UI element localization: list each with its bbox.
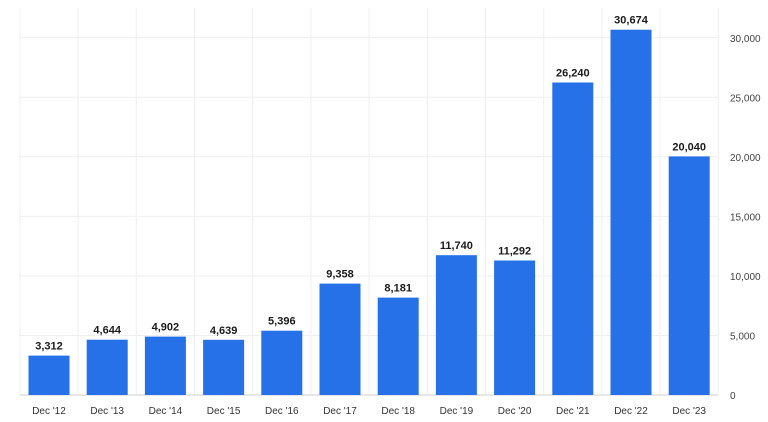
bar [261, 330, 303, 395]
bar-value-label: 26,240 [556, 68, 590, 80]
y-tick-label: 15,000 [730, 212, 761, 223]
x-axis-ticks: Dec '12 Dec '13 Dec '14 Dec '15 Dec '16 Dec '… [32, 406, 706, 417]
bar [435, 255, 477, 395]
y-tick-label: 20,000 [730, 153, 761, 164]
x-tick-label: Dec '15 [207, 406, 241, 417]
x-tick-label: Dec '17 [323, 406, 357, 417]
x-tick-label: Dec '13 [90, 406, 124, 417]
bar-value-label: 4,639 [210, 325, 238, 337]
bar-value-label: 11,292 [498, 246, 531, 258]
x-tick-label: Dec '22 [614, 406, 648, 417]
x-tick-label: Dec '16 [265, 406, 299, 417]
grid-lines [19, 8, 719, 396]
y-tick-label: 10,000 [730, 272, 761, 283]
bar [610, 29, 652, 395]
bar [377, 297, 419, 395]
bar [319, 283, 361, 395]
bar-value-label: 4,644 [93, 325, 121, 337]
bar-value-label: 20,040 [672, 141, 706, 153]
y-tick-label: 5,000 [730, 332, 755, 343]
bar-value-label: 11,740 [440, 240, 473, 252]
x-tick-label: Dec '12 [32, 406, 66, 417]
bar-value-label: 3,312 [35, 341, 63, 353]
bar [668, 156, 710, 395]
y-tick-label: 30,000 [730, 34, 761, 45]
bar-value-label: 8,181 [384, 283, 412, 295]
bar-value-label: 9,358 [326, 269, 354, 281]
bar [86, 339, 128, 395]
bar-value-label: 5,396 [268, 316, 296, 328]
x-tick-label: Dec '21 [556, 406, 590, 417]
x-tick-label: Dec '14 [149, 406, 183, 417]
bar [203, 339, 245, 395]
x-tick-label: Dec '19 [440, 406, 474, 417]
bar [144, 336, 186, 395]
bar [28, 355, 70, 395]
y-tick-label: 25,000 [730, 93, 761, 104]
bar [494, 260, 536, 395]
bar [552, 82, 594, 395]
bar-value-label: 4,902 [152, 322, 180, 334]
y-tick-label: 0 [730, 391, 736, 402]
x-tick-label: Dec '20 [498, 406, 532, 417]
value-labels: 3,312 4,644 4,902 4,639 5,396 9,358 8,181 11,74… [35, 15, 706, 353]
x-tick-label: Dec '18 [381, 406, 415, 417]
y-axis-ticks: 0 5,000 10,000 15,000 20,000 25,000 30,000 [730, 34, 761, 402]
bar-value-label: 30,674 [614, 15, 649, 27]
bars [28, 29, 710, 395]
x-tick-label: Dec '23 [672, 406, 706, 417]
